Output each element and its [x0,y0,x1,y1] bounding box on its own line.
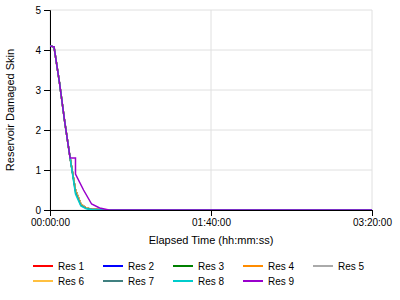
y-axis-title: Reservoir Damaged Skin [4,49,16,171]
legend-label: Res 7 [128,276,155,287]
grid-line [50,170,372,171]
tick-mark [44,90,50,91]
series-line [50,46,372,210]
legend-label: Res 9 [268,276,295,287]
legend-swatch [243,265,263,267]
tick-mark [44,210,50,211]
legend-swatch [243,280,263,282]
tick-label: 1 [35,165,41,176]
grid-line [50,130,372,131]
legend-label: Res 5 [338,261,365,272]
tick-mark [44,10,50,11]
legend-item: Res 9 [243,276,295,287]
tick-label: 03:20:00 [353,217,392,228]
series-line [50,46,372,210]
tick-label: 0 [35,205,41,216]
tick-mark [44,130,50,131]
grid-line [211,10,212,210]
legend-item: Res 5 [313,261,365,272]
series-line [50,46,372,210]
series-line [50,46,372,210]
tick-mark [44,50,50,51]
legend-label: Res 3 [198,261,225,272]
axis-line [44,11,51,211]
tick: 3 [35,85,50,96]
legend-item: Res 2 [103,261,155,272]
plot: 00:00:00 01:40:00 03:20:00 0 1 2 3 4 5 [31,5,392,228]
chart: 00:00:00 01:40:00 03:20:00 0 1 2 3 4 5 Elapsed Ti… [0,0,400,300]
legend-swatch [313,265,333,267]
grid-line [50,90,372,91]
legend-swatch [173,265,193,267]
x-axis-title: Elapsed Time (hh:mm:ss) [149,234,274,246]
legend-item: Res 8 [173,276,225,287]
tick: 1 [35,165,50,176]
tick-label: 4 [35,45,41,56]
tick: 4 [35,45,50,56]
tick-label: 5 [35,5,41,16]
tick: 5 [35,5,50,16]
series-line [50,46,372,210]
legend-label: Res 2 [128,261,155,272]
series-line [50,46,372,210]
series-line [50,46,372,210]
legend-item: Res 6 [33,276,85,287]
legend-swatch [33,280,53,282]
legend-label: Res 6 [58,276,85,287]
x-axis: 00:00:00 01:40:00 03:20:00 [31,210,392,228]
tick: 03:20:00 [353,210,392,228]
legend-item: Res 7 [103,276,155,287]
tick: 01:40:00 [192,210,231,228]
lines [50,46,372,210]
grid-line [372,10,373,210]
tick: 2 [35,125,50,136]
legend-item: Res 1 [33,261,85,272]
tick-label: 01:40:00 [192,217,231,228]
legend-swatch [33,265,53,267]
legend-label: Res 4 [268,261,295,272]
tick: 0 [35,205,50,216]
grid-line [50,10,372,11]
legend-swatch [103,265,123,267]
legend-item: Res 4 [243,261,295,272]
grid-line [50,50,372,51]
tick-label: 00:00:00 [31,217,70,228]
legend-label: Res 8 [198,276,225,287]
tick-label: 2 [35,125,41,136]
legend: Res 1 Res 2 Res 3 Res 4 Res 5 Res 6 Res 7 Res 8… [33,261,365,287]
series-line [50,46,372,210]
legend-swatch [103,280,123,282]
tick-mark [372,210,373,216]
tick-mark [44,170,50,171]
series-line [50,46,372,210]
grid [50,10,372,210]
legend-item: Res 3 [173,261,225,272]
axis-line [51,211,373,217]
legend-label: Res 1 [58,261,85,272]
tick-label: 3 [35,85,41,96]
legend-swatch [173,280,193,282]
y-axis: 0 1 2 3 4 5 [35,5,50,216]
tick-mark [211,210,212,216]
